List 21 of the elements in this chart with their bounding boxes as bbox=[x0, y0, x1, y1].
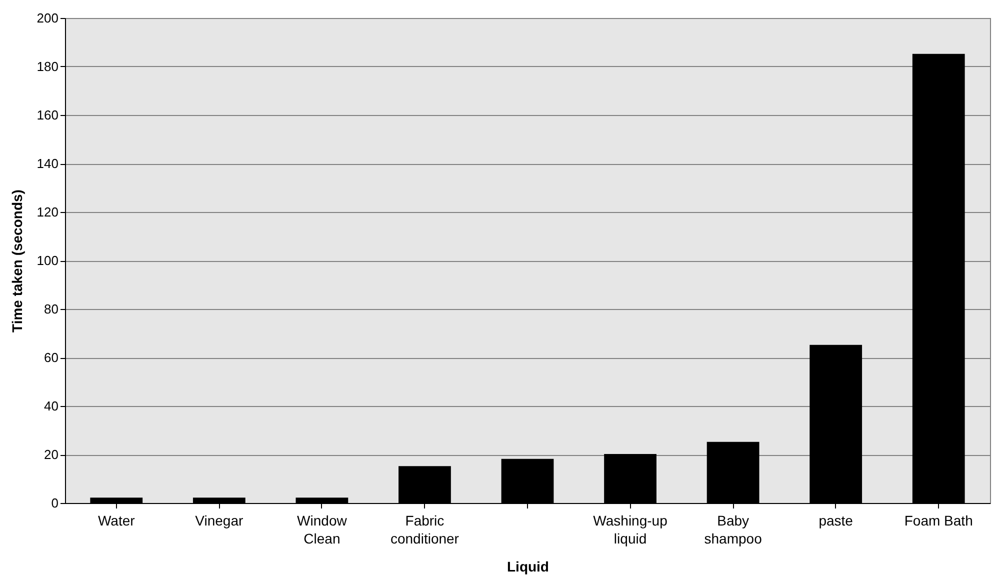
x-tick-label: Water bbox=[98, 512, 136, 528]
y-tick-label: 140 bbox=[36, 156, 58, 171]
x-tick-label: Vinegar bbox=[195, 512, 244, 528]
y-tick-label: 0 bbox=[51, 496, 58, 510]
x-tick-label: paste bbox=[818, 512, 854, 528]
x-tick-label: Washing-up liquid bbox=[593, 512, 668, 546]
x-tick-label: Window Clean bbox=[297, 512, 348, 546]
y-tick-label: 80 bbox=[44, 302, 58, 316]
y-tick-label: 120 bbox=[36, 204, 58, 220]
y-tick-label: 160 bbox=[36, 108, 58, 122]
y-tick-label: 180 bbox=[36, 59, 58, 74]
y-tick-label: 60 bbox=[44, 350, 58, 365]
y-tick-label: 100 bbox=[36, 253, 58, 268]
x-tick-label: Fabric conditioner bbox=[390, 512, 460, 546]
y-axis-title: Time taken (seconds) bbox=[8, 190, 25, 332]
y-tick-label: 200 bbox=[36, 10, 58, 26]
y-tick-label: 20 bbox=[44, 447, 58, 462]
x-tick-label: Baby shampoo bbox=[704, 512, 762, 546]
y-tick-label: 40 bbox=[44, 398, 58, 414]
x-axis-title: Liquid bbox=[507, 558, 549, 574]
x-tick-label: Foam Bath bbox=[904, 512, 973, 528]
